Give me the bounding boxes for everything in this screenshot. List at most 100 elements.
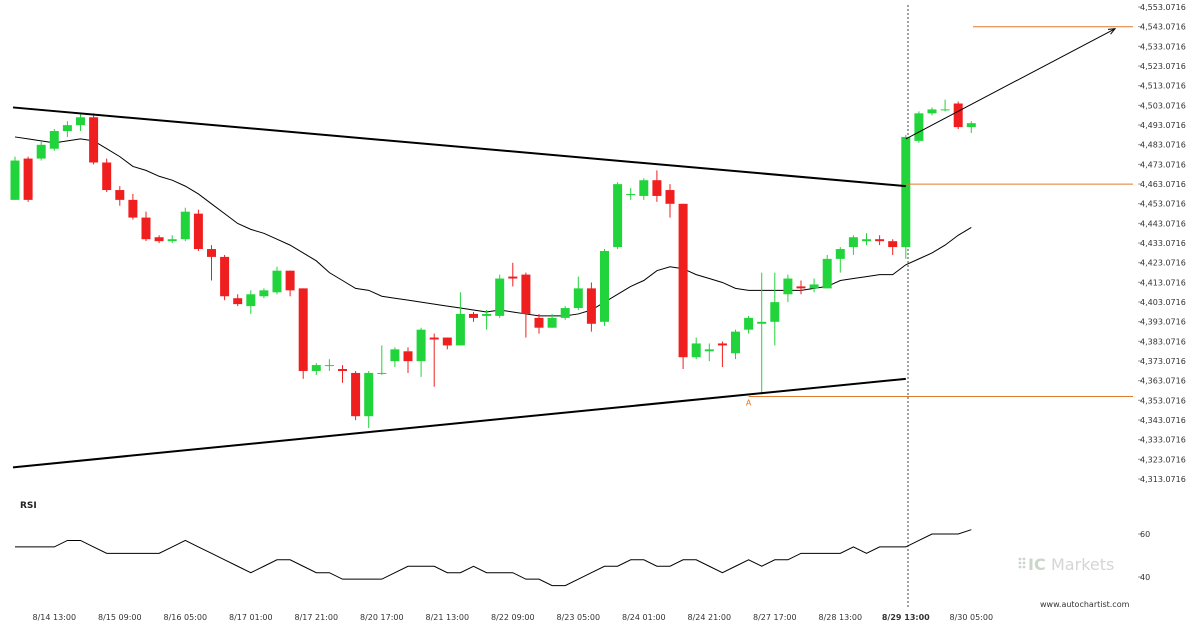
candle xyxy=(311,365,321,371)
brand-prefix: IC xyxy=(1028,555,1046,574)
candle xyxy=(469,313,478,318)
candle xyxy=(534,317,544,328)
pattern-lines xyxy=(12,28,1117,469)
price-tick-label: 4,493.0716 xyxy=(1140,121,1186,130)
candle xyxy=(508,276,518,279)
price-tick-label: 4,343.0716 xyxy=(1140,416,1186,425)
price-tick-label: 4,383.0716 xyxy=(1140,337,1186,346)
time-tick-label: 8/23 05:00 xyxy=(557,613,601,622)
price-tick-label: 4,393.0716 xyxy=(1140,318,1186,327)
rsi-line xyxy=(15,529,972,587)
time-tick-label: 8/17 01:00 xyxy=(229,613,273,622)
candle xyxy=(324,365,334,367)
candle xyxy=(731,331,740,354)
candle xyxy=(704,349,714,352)
moving-average-line xyxy=(14,136,972,317)
price-tick-label: 4,413.0716 xyxy=(1140,278,1186,287)
candle xyxy=(822,258,832,289)
moving-average xyxy=(14,136,972,317)
time-tick-label: 8/28 13:00 xyxy=(819,613,863,622)
price-tick-label: 4,483.0716 xyxy=(1140,141,1186,150)
candle xyxy=(377,372,387,374)
candle xyxy=(259,290,269,297)
candle xyxy=(639,180,649,196)
price-tick-label: 4,523.0716 xyxy=(1140,62,1186,71)
price-tick-label: 4,553.0716 xyxy=(1140,3,1186,12)
candle xyxy=(180,211,190,240)
candle xyxy=(665,190,675,204)
time-axis: 8/14 13:00 8/15 09:00 8/16 05:00 8/17 01:00… xyxy=(33,613,994,622)
price-axis: 4,553.0716 4,543.0716 4,533.0716 4,523.0716… xyxy=(1138,3,1186,484)
price-tick-label: 4,513.0716 xyxy=(1140,82,1186,91)
candle xyxy=(600,251,609,322)
candle xyxy=(927,109,937,114)
candle xyxy=(442,337,452,346)
candle xyxy=(285,270,295,291)
candle xyxy=(141,217,151,240)
logo-dots-icon xyxy=(1018,557,1026,569)
candle xyxy=(272,270,282,293)
candle xyxy=(429,337,439,340)
candle xyxy=(338,369,347,371)
candle xyxy=(128,199,138,218)
candle xyxy=(89,117,99,163)
candle xyxy=(875,239,885,242)
candle xyxy=(167,239,177,242)
time-tick-label: 8/14 13:00 xyxy=(33,613,77,622)
candle xyxy=(455,313,465,346)
candle xyxy=(835,249,845,259)
candles xyxy=(10,99,976,429)
candle xyxy=(207,249,216,257)
candle xyxy=(940,109,950,111)
candle xyxy=(403,351,413,362)
brand-logo: IC Markets xyxy=(1018,555,1114,574)
forecast-arrow-icon xyxy=(1107,28,1117,35)
price-tick-label: 4,543.0716 xyxy=(1140,23,1186,32)
price-tick-label: 4,363.0716 xyxy=(1140,377,1186,386)
price-tick-label: 4,433.0716 xyxy=(1140,239,1186,248)
candle xyxy=(364,372,374,417)
candle xyxy=(953,103,963,128)
candle xyxy=(547,317,557,328)
price-tick-label: 4,533.0716 xyxy=(1140,42,1186,51)
price-tick-label: 4,453.0716 xyxy=(1140,200,1186,209)
candle xyxy=(966,123,976,128)
price-tick-label: 4,333.0716 xyxy=(1140,436,1186,445)
candle xyxy=(888,241,898,248)
price-tick-label: 4,423.0716 xyxy=(1140,259,1186,268)
candle xyxy=(914,113,924,141)
candle xyxy=(744,317,754,330)
candle xyxy=(586,288,596,324)
candle xyxy=(298,288,308,371)
time-tick-label: 8/24 21:00 xyxy=(688,613,732,622)
candle xyxy=(521,274,531,314)
lower-trendline xyxy=(12,377,906,469)
candle xyxy=(246,294,256,307)
candle xyxy=(573,288,583,309)
candle xyxy=(76,117,85,126)
candle xyxy=(560,308,570,318)
rsi-tick-label: 60 xyxy=(1140,530,1150,539)
time-tick-label: 8/24 01:00 xyxy=(622,613,666,622)
candle xyxy=(495,278,505,316)
pattern-marker: A xyxy=(746,399,752,408)
forecast-line xyxy=(905,28,1116,140)
time-tick-label: 8/22 09:00 xyxy=(491,613,535,622)
candle xyxy=(770,302,780,322)
candle xyxy=(416,329,426,362)
rsi-title: RSI xyxy=(20,501,37,511)
price-tick-label: 4,403.0716 xyxy=(1140,298,1186,307)
candle xyxy=(62,125,72,132)
time-tick-label: 8/20 17:00 xyxy=(360,613,404,622)
candle xyxy=(193,213,203,250)
price-tick-label: 4,353.0716 xyxy=(1140,396,1186,405)
candle xyxy=(233,298,243,305)
candle xyxy=(796,286,806,289)
candle xyxy=(862,239,871,242)
price-tick-label: 4,313.0716 xyxy=(1140,475,1186,484)
candle xyxy=(848,237,858,248)
candle xyxy=(102,162,112,191)
price-tick-label: 4,473.0716 xyxy=(1140,160,1186,169)
candle xyxy=(10,160,20,200)
